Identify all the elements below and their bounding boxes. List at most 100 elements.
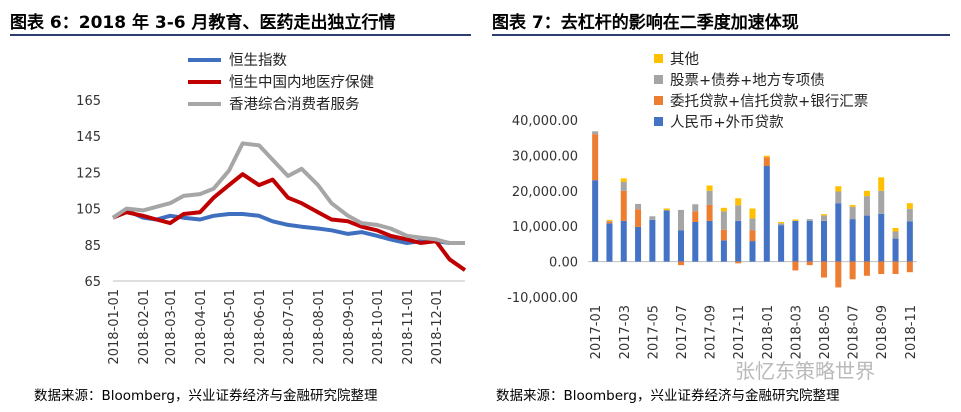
bar-segment: [620, 190, 627, 221]
bar-segment: [592, 134, 599, 181]
x-tick-label: 2018-11: [904, 305, 919, 359]
y-tick-label: -10,000.00: [507, 291, 578, 306]
bar-segment: [892, 238, 899, 262]
series-line-1: [112, 208, 465, 245]
bar-segment: [821, 214, 828, 216]
y-tick-label: 105: [76, 203, 101, 218]
bar-segment: [692, 221, 699, 262]
bar-segment: [863, 190, 870, 197]
y-tick-label: 40,000.00: [512, 114, 578, 129]
bar-segment: [692, 211, 699, 222]
legend-label: 人民币+外币贷款: [670, 114, 784, 131]
bar-segment: [706, 190, 713, 205]
bar-segment: [778, 221, 785, 224]
series-line-2: [112, 172, 467, 272]
right-title-rule: [492, 34, 950, 36]
bar-segment: [763, 166, 770, 262]
x-tick-label: 2018-12-01: [430, 289, 445, 365]
legend-swatch: [654, 54, 663, 63]
bar-segment: [635, 226, 642, 262]
bar-segment: [806, 220, 813, 262]
bar-segment: [763, 157, 770, 167]
bar-segment: [735, 220, 742, 262]
bar-segment: [778, 223, 785, 226]
left-source-note: 数据来源：Bloomberg，兴业证券经济与金融研究院整理: [34, 388, 378, 404]
bar-segment: [906, 221, 913, 262]
x-tick-label: 2018-10-01: [371, 289, 386, 365]
y-tick-label: 65: [84, 275, 101, 290]
bar-segment: [735, 261, 742, 264]
right-source-note: 数据来源：Bloomberg，兴业证券经济与金融研究院整理: [496, 388, 840, 404]
bar-segment: [635, 209, 642, 227]
y-tick-label: 10,000.00: [512, 220, 578, 235]
y-tick-label: 165: [76, 94, 101, 109]
bar-segment: [635, 203, 642, 210]
x-tick-label: 2018-02-01: [137, 289, 152, 365]
legend-label: 香港综合消费者服务: [229, 96, 360, 113]
bar-segment: [878, 177, 885, 191]
bar-segment: [863, 196, 870, 216]
legend-label: 股票+债券+地方专项债: [670, 72, 825, 89]
x-tick-label: 2018-05: [818, 305, 833, 359]
bar-segment: [706, 204, 713, 221]
bar-segment: [863, 261, 870, 276]
bar-segment: [749, 230, 756, 242]
line-chart: 65 85 105 125 145 165 2018-01-01 2018-02-01 2018…: [76, 52, 467, 365]
bar-segment: [849, 261, 856, 280]
bar-segment: [906, 208, 913, 222]
bar-segment: [835, 203, 842, 262]
x-tick-label: 2018-03-01: [164, 289, 179, 365]
bar-segment: [620, 181, 627, 191]
bar-segment: [792, 219, 799, 221]
bar-segment: [849, 206, 856, 220]
x-tick-label: 2018-01: [761, 305, 776, 359]
legend-swatch: [654, 96, 663, 105]
bar-segment: [821, 215, 828, 221]
x-tick-label: 2018-09: [875, 305, 890, 359]
bar-segment: [735, 205, 742, 221]
x-tick-label: 2018-11-01: [401, 289, 416, 365]
bar-segment: [835, 191, 842, 204]
stacked-bar-chart: -10,000.00 0.00 10,000.00 20,000.00 30,000.0…: [507, 51, 919, 359]
y-tick-label: 20,000.00: [512, 185, 578, 200]
legend-label: 其他: [670, 51, 699, 68]
x-tick-label: 2018-09-01: [342, 289, 357, 365]
bar-segment: [792, 261, 799, 271]
x-tick-label: 2018-05-01: [223, 289, 238, 365]
bar-segment: [806, 261, 813, 266]
bar-segment: [720, 229, 727, 241]
y-tick-label: 85: [84, 239, 101, 254]
bar-segment: [906, 203, 913, 209]
bar-segment: [649, 219, 656, 262]
bar-segment: [821, 220, 828, 262]
watermark: 张忆东策略世界: [735, 359, 875, 383]
left-chart-title: 图表 6：2018 年 3-6 月教育、医药走出独立行情: [10, 13, 396, 33]
y-tick-label: 30,000.00: [512, 149, 578, 164]
bar-segment: [892, 227, 899, 232]
bar-segment: [606, 223, 613, 262]
x-tick-label: 2018-03: [789, 305, 804, 359]
bar-segment: [677, 261, 684, 266]
bar-segment: [606, 219, 613, 221]
bar-segment: [906, 261, 913, 273]
bar-segment: [692, 204, 699, 212]
bar-segment: [835, 186, 842, 192]
legend-swatch: [654, 75, 663, 84]
bar-segment: [677, 209, 684, 231]
bar-segment: [749, 208, 756, 219]
series-line-3: [111, 141, 465, 245]
bar-segment: [677, 230, 684, 262]
bar-segment: [592, 180, 599, 262]
bar-segment: [878, 190, 885, 214]
bar-segment: [592, 131, 599, 135]
bar-segment: [620, 220, 627, 262]
bar-segment: [835, 261, 842, 288]
legend-label: 恒生中国内地医疗保健: [229, 74, 374, 91]
bar-segment: [720, 211, 727, 230]
bar-segment: [863, 215, 870, 262]
x-tick-label: 2018-06-01: [253, 289, 268, 365]
right-chart-title: 图表 7：去杠杆的影响在二季度加速体现: [492, 13, 799, 33]
x-tick-label: 2017-07: [675, 305, 690, 359]
x-tick-label: 2017-11: [732, 305, 747, 359]
legend-swatch: [654, 117, 663, 126]
